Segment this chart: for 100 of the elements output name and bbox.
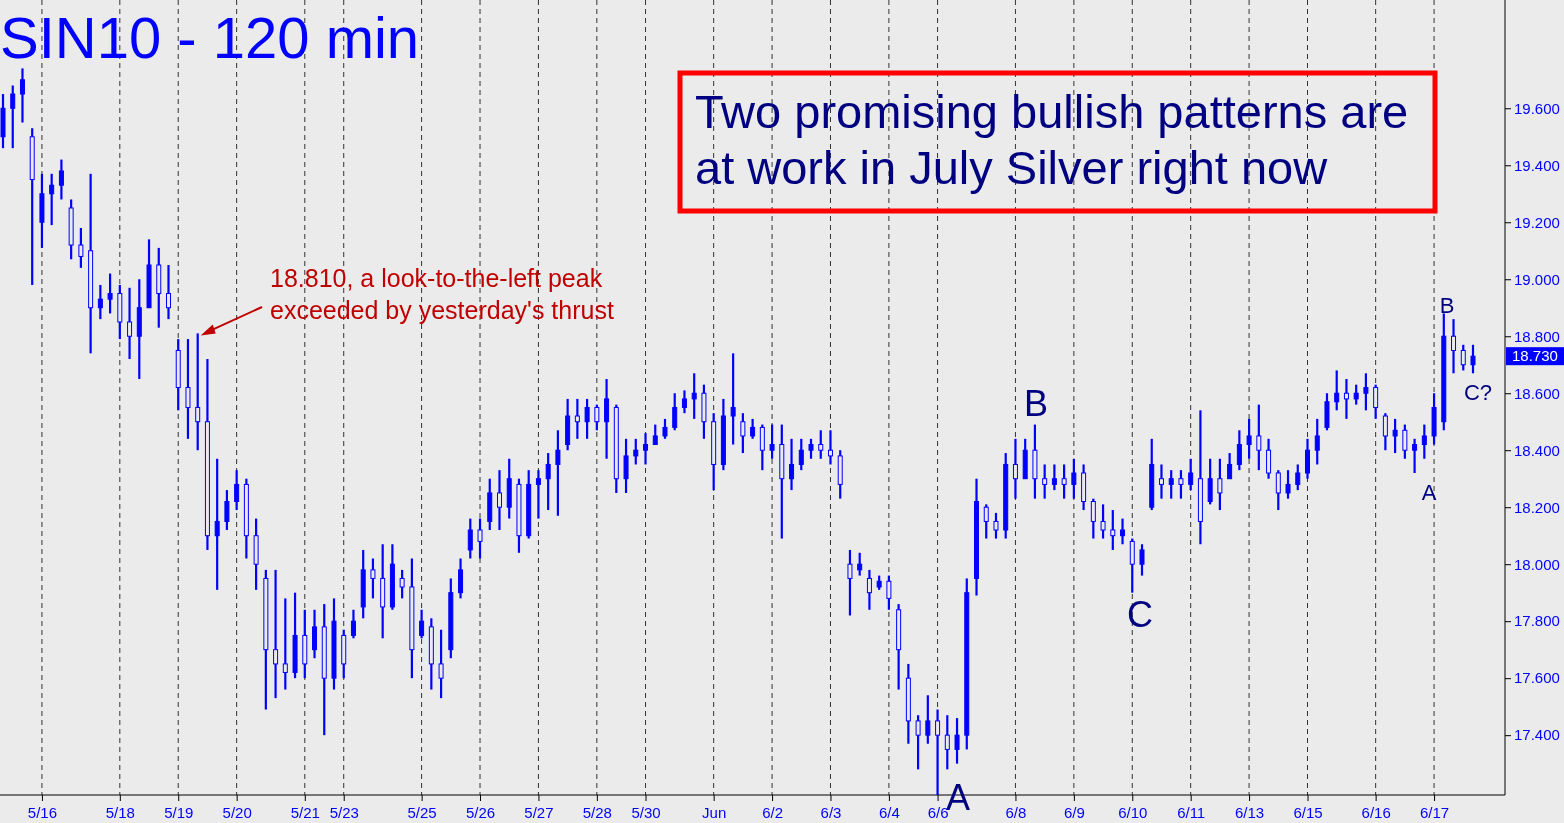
candlestick	[1168, 469, 1174, 500]
x-tick-label: 6/9	[1063, 803, 1085, 821]
candlestick	[798, 437, 804, 472]
candlestick	[166, 263, 171, 321]
candlestick	[993, 511, 999, 540]
candlestick	[1061, 463, 1067, 500]
x-tick-label: 5/16	[27, 803, 58, 821]
candlestick	[944, 714, 950, 771]
candlestick	[584, 397, 590, 440]
candlestick	[1343, 377, 1349, 420]
x-tick-label: 5/20	[222, 803, 252, 821]
y-tick-label: 18.800	[1514, 327, 1560, 345]
candlestick	[866, 568, 872, 611]
candlestick	[886, 574, 892, 611]
x-tick-label: 6/8	[1005, 803, 1027, 821]
candlestick	[1158, 463, 1164, 500]
candlestick	[214, 457, 220, 591]
candlestick	[224, 489, 230, 532]
candlestick	[419, 608, 425, 640]
candlestick	[350, 608, 356, 640]
candlestick	[438, 628, 444, 700]
y-tick-label: 18.200	[1514, 498, 1560, 516]
candlestick	[1012, 437, 1018, 500]
candlestick	[1275, 469, 1281, 512]
candlestick	[1207, 457, 1213, 506]
candlestick	[1402, 423, 1408, 460]
annotation: A	[1421, 480, 1437, 505]
candlestick	[1188, 457, 1194, 492]
y-tick-label: 17.400	[1514, 726, 1560, 744]
y-tick-label: 17.600	[1514, 669, 1560, 687]
candlestick	[623, 437, 629, 495]
candlestick	[1373, 383, 1379, 420]
x-tick-label: 6/15	[1293, 803, 1323, 821]
candlestick	[915, 714, 921, 771]
candlestick	[477, 517, 483, 560]
candlestick	[1382, 412, 1388, 452]
candlestick	[1139, 543, 1145, 577]
candlestick	[750, 417, 756, 440]
candlestick	[19, 67, 25, 124]
x-tick-label: 6/16	[1361, 803, 1391, 821]
candlestick	[10, 84, 16, 150]
candlestick	[925, 694, 931, 745]
candlestick	[1042, 463, 1048, 500]
candlestick	[458, 557, 464, 600]
candlestick	[1071, 457, 1077, 500]
candlestick	[1285, 469, 1291, 500]
candlestick	[808, 437, 814, 460]
candlestick	[1363, 372, 1369, 412]
candlestick	[730, 352, 736, 446]
candlestick	[282, 597, 288, 691]
candlestick	[1295, 463, 1301, 492]
y-tick-label: 18.400	[1514, 441, 1560, 459]
candlestick	[1236, 429, 1242, 472]
candlestick	[1266, 437, 1272, 480]
candlestick	[1051, 463, 1057, 492]
candlestick	[545, 451, 551, 512]
x-tick-label: 5/23	[329, 803, 359, 821]
candlestick	[1451, 318, 1457, 375]
candlestick	[535, 469, 541, 520]
candlestick	[1100, 503, 1106, 540]
candlestick	[1256, 403, 1262, 472]
candlestick	[847, 548, 853, 617]
annotation: C	[1127, 594, 1153, 635]
candlestick	[195, 332, 201, 452]
candlestick	[643, 432, 649, 466]
candlestick	[1334, 369, 1340, 412]
candlestick	[399, 568, 405, 600]
candlestick	[1392, 417, 1398, 455]
candlestick	[604, 377, 610, 460]
candlestick	[954, 716, 960, 765]
x-tick-label: 5/27	[524, 803, 554, 821]
candlestick	[769, 423, 775, 460]
candlestick	[1470, 343, 1476, 375]
candlestick	[1460, 343, 1466, 372]
candlestick	[827, 429, 833, 466]
x-tick-label: 5/28	[582, 803, 612, 821]
candlestick	[1129, 537, 1135, 594]
x-tick-label: 6/3	[820, 803, 842, 821]
candlestick	[983, 503, 989, 540]
x-tick-label: 5/25	[407, 803, 437, 821]
candlestick	[312, 608, 318, 660]
x-tick-label: 6/13	[1234, 803, 1265, 821]
x-tick-label: 6/11	[1177, 803, 1206, 821]
candlestick	[58, 158, 64, 201]
candlestick	[1305, 437, 1310, 480]
candlestick	[1353, 383, 1359, 406]
x-tick-label: 6/17	[1419, 803, 1450, 821]
annotation: 18.810, a look-to-the-left peak exceeded by yesterday's thrust	[270, 264, 614, 324]
candlestick	[594, 403, 600, 432]
chart-title: SIN10 - 120 min	[0, 5, 420, 70]
x-tick-label: 5/19	[164, 803, 194, 821]
candlestick	[127, 286, 133, 361]
text: 18.730	[1512, 347, 1558, 365]
candlestick	[740, 412, 746, 455]
candlestick	[1314, 417, 1320, 466]
candlestick	[467, 517, 473, 560]
x-tick-label: Jun	[702, 803, 727, 821]
candlestick	[759, 423, 765, 472]
candlestick	[97, 283, 103, 321]
candlestick	[555, 429, 561, 517]
